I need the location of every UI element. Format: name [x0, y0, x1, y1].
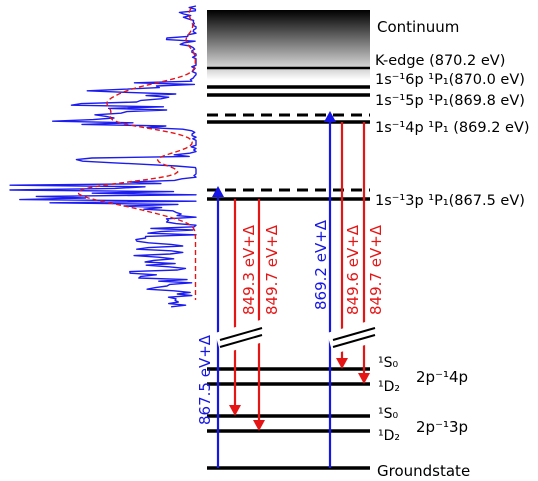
label-config-2p-3p: 2p⁻¹3p — [416, 418, 468, 436]
label-state-6p: 1s⁻¹6p ¹P₁(870.0 eV) — [375, 72, 525, 88]
continuum-band — [207, 10, 370, 68]
label-config-2p-4p: 2p⁻¹4p — [416, 368, 468, 386]
absorption-arrowhead-3p — [212, 186, 224, 197]
label-absorption-3p: 867.5 eV+Δ — [196, 334, 214, 425]
label-s0-lower: ¹S₀ — [378, 406, 398, 422]
spectrum-measured-line — [9, 5, 197, 308]
label-emission-3p-d2: 849.7 eV+Δ — [263, 224, 281, 315]
label-emission-3p-s0: 849.3 eV+Δ — [240, 224, 258, 315]
label-state-5p: 1s⁻¹5p ¹P₁(869.8 eV) — [375, 93, 525, 109]
axis-break-right-mark-1 — [332, 327, 376, 341]
label-groundstate: Groundstate — [377, 462, 470, 477]
emission-arrowhead-3p-s0 — [229, 405, 241, 416]
emission-arrowhead-4p-s0 — [336, 358, 348, 369]
label-state-4p: 1s⁻¹4p ¹P₁ (869.2 eV) — [375, 120, 530, 136]
label-emission-4p-d2: 849.7 eV+Δ — [367, 224, 385, 315]
label-s0-upper: ¹S₀ — [378, 355, 398, 371]
label-continuum: Continuum — [377, 18, 459, 36]
label-absorption-4p: 869.2 eV+Δ — [312, 219, 330, 310]
label-state-3p: 1s⁻¹3p ¹P₁(867.5 eV) — [375, 193, 525, 209]
absorption-arrowhead-4p — [324, 111, 336, 122]
emission-arrowhead-3p-d2 — [253, 420, 265, 431]
label-emission-4p-s0: 849.6 eV+Δ — [344, 224, 362, 315]
axis-break-left-mark-1 — [219, 327, 263, 341]
spectrum-calculated-dashed-line — [77, 7, 197, 300]
axis-break-right-mark-2 — [332, 334, 376, 348]
label-k-edge: K-edge (870.2 eV) — [375, 53, 505, 69]
label-d2-upper: ¹D₂ — [378, 379, 400, 395]
label-d2-lower: ¹D₂ — [378, 428, 400, 444]
emission-arrowhead-4p-d2 — [358, 373, 370, 384]
axis-break-left-mark-2 — [219, 334, 263, 348]
k-edge-shading — [207, 68, 370, 80]
